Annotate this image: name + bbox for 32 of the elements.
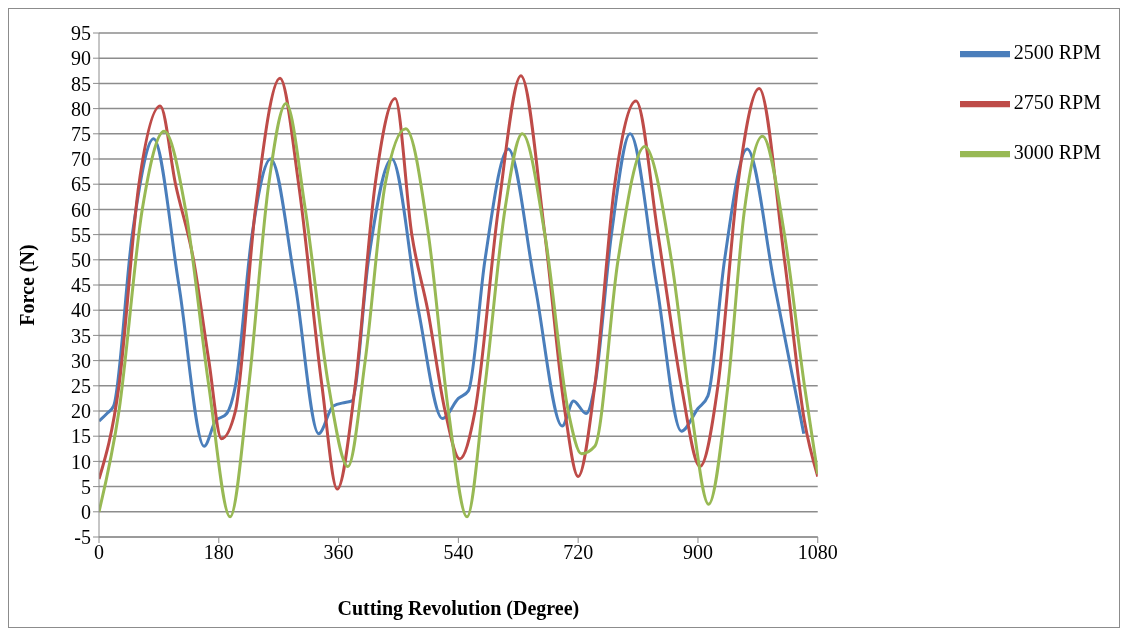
y-tick-label: 25 <box>71 374 91 397</box>
y-tick-label: 55 <box>71 223 91 246</box>
y-tick-label: 95 <box>71 22 91 45</box>
y-tick-label: 75 <box>71 122 91 145</box>
x-tick-label: 360 <box>323 541 354 564</box>
y-tick-label: 10 <box>71 450 91 473</box>
y-tick-label: 85 <box>71 72 91 95</box>
x-axis-title: Cutting Revolution (Degree) <box>337 597 580 620</box>
legend-label: 2500 RPM <box>1013 40 1101 63</box>
y-tick-label: 65 <box>71 173 91 196</box>
y-tick-label: 20 <box>71 400 91 423</box>
x-tick-label: 180 <box>203 541 234 564</box>
y-tick-label: 0 <box>81 500 91 523</box>
x-tick-label: 1080 <box>797 541 838 564</box>
x-tick-label: 900 <box>682 541 713 564</box>
y-tick-label: 40 <box>71 299 91 322</box>
y-axis-title: Force (N) <box>16 244 40 326</box>
y-tick-label: 90 <box>71 47 91 70</box>
legend-label: 2750 RPM <box>1013 90 1101 113</box>
legend-label: 3000 RPM <box>1013 140 1101 163</box>
x-tick-label: 540 <box>443 541 474 564</box>
y-tick-label: -5 <box>74 526 91 549</box>
y-tick-label: 60 <box>71 198 91 221</box>
x-tick-label: 720 <box>563 541 594 564</box>
y-tick-label: 45 <box>71 274 91 297</box>
y-tick-label: 5 <box>81 475 91 498</box>
y-tick-label: 35 <box>71 324 91 347</box>
y-tick-label: 15 <box>71 425 91 448</box>
y-tick-label: 50 <box>71 248 91 271</box>
y-tick-label: 30 <box>71 349 91 372</box>
y-tick-label: 80 <box>71 97 91 120</box>
y-tick-label: 70 <box>71 148 91 171</box>
